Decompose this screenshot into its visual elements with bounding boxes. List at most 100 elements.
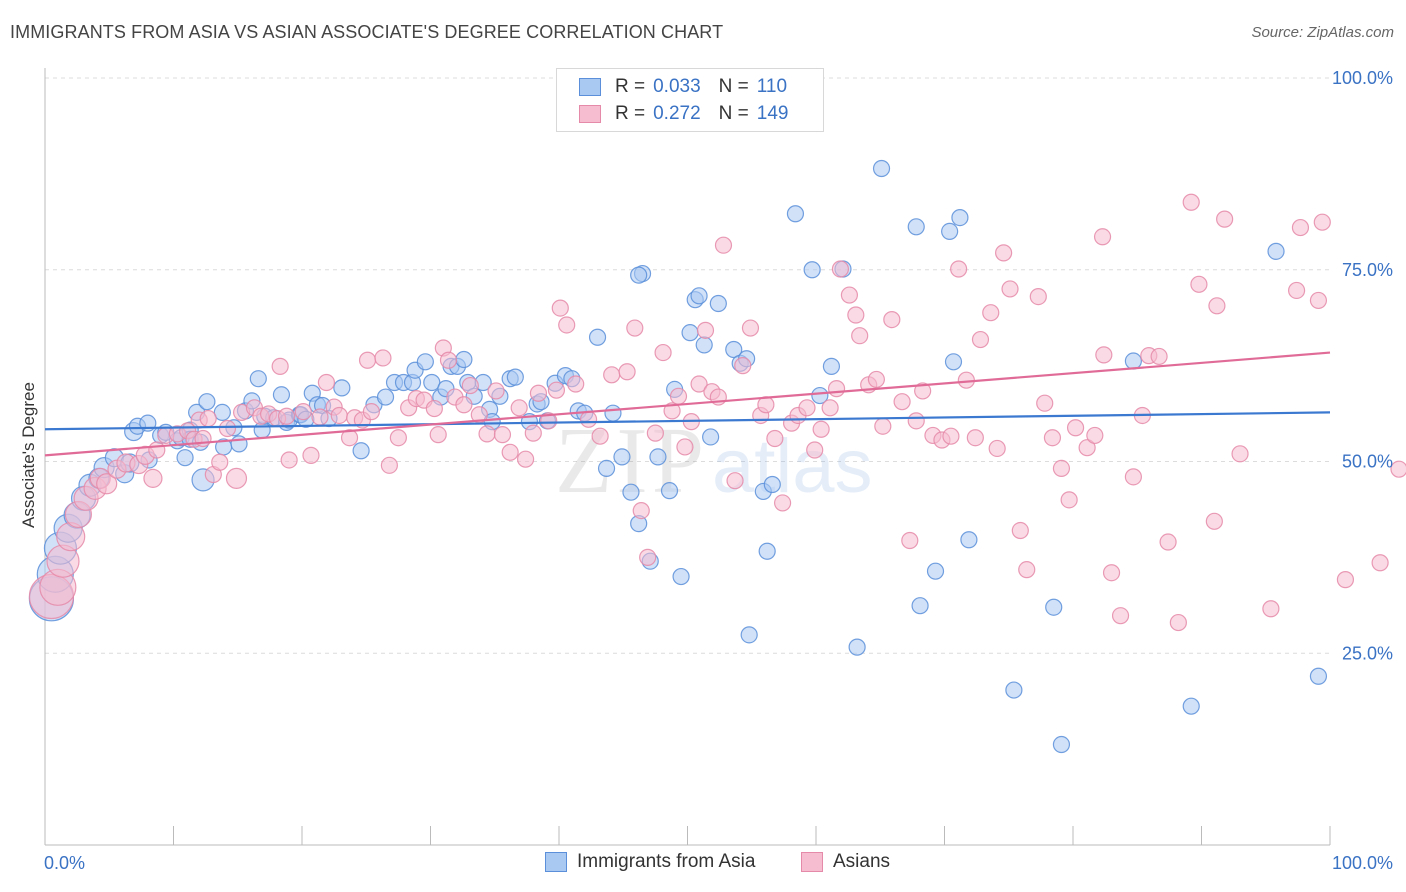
- data-point: [867, 370, 885, 389]
- data-point: [1267, 242, 1285, 260]
- data-point: [1036, 394, 1054, 412]
- data-point: [982, 304, 1000, 322]
- data-point: [821, 399, 839, 417]
- data-point: [487, 382, 505, 400]
- data-point: [622, 483, 640, 501]
- data-point: [1336, 571, 1355, 589]
- data-point: [333, 379, 351, 397]
- legend-n-label: N =: [718, 103, 749, 124]
- legend-row-immigrants: R = 0.033 N = 110: [579, 75, 787, 99]
- data-point: [811, 386, 829, 405]
- data-point: [669, 387, 688, 405]
- data-point: [588, 328, 607, 346]
- data-point: [506, 368, 524, 386]
- data-point: [714, 236, 733, 254]
- trend-line: [44, 351, 1331, 457]
- legend-r-value: 0.272: [653, 103, 701, 124]
- legend-row-asians: R = 0.272 N = 149: [579, 102, 788, 126]
- y-axis-label: Associate's Degree: [19, 382, 38, 528]
- data-point: [872, 159, 891, 178]
- data-point: [1060, 491, 1078, 509]
- data-point: [1182, 697, 1200, 715]
- data-point: [1011, 521, 1029, 540]
- data-point: [603, 366, 621, 384]
- trend-lines: [44, 351, 1331, 457]
- data-point: [249, 370, 267, 388]
- data-point: [676, 438, 694, 456]
- data-point: [1111, 607, 1130, 625]
- data-point: [380, 456, 398, 474]
- data-point: [1309, 667, 1328, 685]
- data-point: [455, 350, 473, 369]
- y-tick-label: 25.0%: [1342, 643, 1393, 663]
- data-point: [822, 357, 841, 375]
- data-point: [988, 439, 1006, 458]
- data-point: [926, 562, 945, 580]
- data-point: [941, 222, 959, 240]
- data-point: [734, 357, 752, 375]
- data-point: [96, 473, 118, 495]
- data-point: [597, 459, 616, 478]
- data-point: [893, 393, 911, 411]
- data-point: [950, 260, 968, 278]
- data-point: [1182, 193, 1200, 211]
- data-point: [501, 443, 519, 461]
- legend-swatch-blue: [579, 78, 601, 96]
- y-tick-label: 75.0%: [1342, 260, 1393, 280]
- data-point: [848, 638, 866, 656]
- data-point: [294, 403, 312, 421]
- data-point: [1287, 281, 1306, 300]
- data-point: [702, 428, 720, 446]
- data-point: [639, 548, 657, 566]
- data-point: [971, 330, 990, 349]
- data-point: [213, 403, 231, 422]
- data-point: [914, 382, 932, 400]
- data-point: [798, 399, 816, 417]
- data-point: [558, 316, 576, 334]
- data-point: [1150, 347, 1168, 366]
- data-point: [540, 412, 558, 430]
- legend-swatch-pink: [801, 852, 823, 872]
- legend-swatch-blue: [545, 852, 567, 872]
- legend-n-value: 110: [756, 76, 788, 97]
- data-point: [547, 381, 566, 399]
- data-point: [302, 446, 320, 464]
- data-point: [874, 417, 892, 435]
- data-point: [1052, 735, 1071, 754]
- data-point: [423, 373, 441, 392]
- data-point: [695, 336, 713, 354]
- data-point: [649, 448, 667, 466]
- data-point: [591, 427, 609, 445]
- axes: [44, 68, 1331, 846]
- data-point: [690, 287, 708, 305]
- data-point: [1371, 554, 1389, 572]
- data-point: [646, 424, 664, 442]
- data-point: [1208, 297, 1226, 315]
- data-point: [696, 321, 715, 339]
- data-point: [709, 294, 727, 313]
- data-point: [827, 380, 846, 398]
- data-point: [672, 567, 690, 586]
- data-point: [613, 448, 631, 466]
- data-point: [1066, 419, 1085, 437]
- legend-r-label: R =: [615, 76, 646, 97]
- data-point: [551, 299, 569, 317]
- data-point: [812, 420, 830, 438]
- data-point: [416, 353, 434, 371]
- data-point: [510, 399, 528, 417]
- series-legend: Immigrants from Asia Asians: [0, 851, 1406, 877]
- data-point: [907, 218, 925, 236]
- data-point: [1169, 613, 1187, 632]
- data-point: [630, 266, 648, 284]
- data-point: [663, 402, 681, 420]
- legend-r-label: R =: [615, 103, 646, 124]
- data-point: [786, 205, 805, 223]
- data-point: [330, 406, 348, 425]
- legend-n-label: N =: [718, 76, 749, 97]
- data-point: [681, 324, 699, 342]
- data-point: [654, 343, 672, 362]
- data-point: [1043, 429, 1062, 447]
- data-point: [516, 450, 535, 468]
- data-point: [1052, 459, 1071, 478]
- data-point: [176, 449, 194, 467]
